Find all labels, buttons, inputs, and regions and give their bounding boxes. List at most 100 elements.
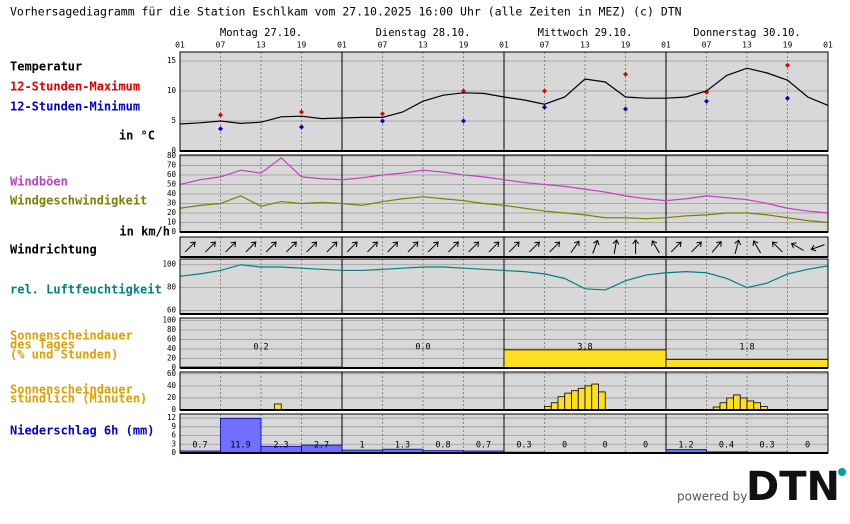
y-tick-label: 100 — [162, 260, 176, 269]
wind-arrow — [632, 239, 640, 254]
value-label: 0 — [805, 441, 810, 451]
day-label: Dienstag 28.10. — [376, 27, 471, 39]
y-tick-label: 6 — [171, 431, 176, 440]
x-tick-label: 07 — [540, 41, 550, 50]
x-tick-label: 01 — [661, 41, 671, 50]
point — [461, 118, 466, 124]
wind-arrow — [734, 239, 742, 254]
unit-label: in °C — [119, 129, 155, 143]
value-label: 2.7 — [314, 441, 329, 451]
bar — [503, 349, 667, 369]
wind-arrow — [387, 241, 399, 253]
day-label: Montag 27.10. — [220, 27, 302, 39]
bar — [746, 400, 755, 411]
panel-title: Windrichtung — [10, 243, 97, 257]
y-tick-label: 30 — [167, 198, 177, 207]
line — [179, 264, 829, 291]
bar — [753, 402, 761, 411]
panel-title: des Tages — [10, 338, 75, 352]
point — [299, 109, 304, 115]
y-tick-label: 40 — [167, 344, 177, 353]
bar — [584, 385, 593, 411]
y-tick-label: 20 — [167, 353, 177, 362]
value-label: 0.7 — [476, 441, 491, 451]
point — [380, 118, 385, 124]
value-label: 2.3 — [273, 441, 288, 451]
wind-arrow — [790, 242, 804, 251]
x-tick-label: 19 — [783, 41, 793, 50]
bar — [571, 390, 579, 411]
point — [380, 111, 385, 117]
wind-arrow — [670, 241, 682, 253]
value-label: 0.3 — [759, 441, 774, 451]
point — [542, 88, 547, 94]
y-tick-label: 5 — [171, 116, 176, 125]
unit-label: in km/h — [119, 225, 170, 239]
legend-entry: Windböen — [10, 175, 68, 189]
bar — [220, 417, 262, 454]
wind-arrow — [711, 240, 722, 253]
wind-arrow — [592, 239, 600, 254]
wind-arrow — [488, 241, 500, 253]
wind-arrow — [752, 240, 762, 254]
legend-entry: 12-Stunden-Minimum — [10, 100, 140, 114]
bar — [719, 402, 728, 411]
chart-title: Vorhersagediagramm für die Station Eschl… — [10, 5, 682, 19]
bar — [739, 397, 748, 411]
x-tick-label: 01 — [337, 41, 347, 50]
y-tick-label: 0 — [171, 448, 176, 457]
y-tick-label: 10 — [167, 217, 177, 226]
value-label: 11.9 — [230, 441, 250, 451]
bar — [557, 396, 566, 411]
y-tick-label: 20 — [167, 393, 177, 402]
wind-arrow — [549, 241, 561, 253]
point — [542, 104, 547, 110]
panel-title: stündlich (Minuten) — [10, 392, 147, 406]
day-label: Donnerstag 30.10. — [693, 27, 800, 39]
value-label: 1.2 — [678, 441, 693, 451]
panel-title: Sonnenscheindauer — [10, 329, 133, 343]
x-tick-label: 19 — [621, 41, 631, 50]
y-tick-label: 100 — [162, 315, 176, 324]
wind-arrow — [205, 241, 216, 253]
point — [299, 124, 304, 130]
bar — [564, 392, 572, 411]
value-label: 0 — [643, 441, 648, 451]
wind-arrow — [771, 241, 783, 253]
y-tick-label: 60 — [167, 306, 177, 315]
x-tick-label: 07 — [378, 41, 388, 50]
line — [179, 157, 829, 214]
bar — [733, 394, 741, 411]
y-tick-label: 60 — [167, 334, 177, 343]
day-label: Mittwoch 29.10. — [538, 27, 633, 39]
bar — [591, 383, 599, 411]
y-tick-label: 60 — [167, 369, 177, 378]
x-tick-label: 13 — [418, 41, 428, 50]
point — [785, 95, 790, 101]
y-tick-label: 0 — [171, 363, 176, 372]
wind-arrow — [346, 241, 358, 253]
value-label: 0.7 — [192, 441, 207, 451]
bar — [550, 402, 559, 411]
bar — [726, 397, 734, 411]
hours-label: 0.0 — [415, 343, 430, 353]
x-tick-label: 07 — [216, 41, 226, 50]
y-tick-label: 10 — [167, 86, 177, 95]
hours-label: 0.2 — [253, 343, 268, 353]
wind-arrow — [245, 241, 257, 253]
wind-arrow — [265, 241, 277, 253]
legend-entry: Windgeschwindigkeit — [10, 194, 147, 208]
y-tick-label: 70 — [167, 160, 177, 169]
wind-arrow — [651, 240, 660, 254]
y-tick-label: 0 — [171, 405, 176, 414]
value-label: 0 — [602, 441, 607, 451]
x-tick-label: 19 — [297, 41, 307, 50]
y-tick-label: 20 — [167, 208, 177, 217]
hours-label: 1.8 — [739, 343, 754, 353]
hours-label: 3.8 — [577, 343, 592, 353]
legend-entry: rel. Luftfeuchtigkeit — [10, 283, 162, 297]
x-tick-label: 13 — [742, 41, 752, 50]
point — [218, 126, 223, 132]
wind-arrow — [468, 241, 480, 253]
